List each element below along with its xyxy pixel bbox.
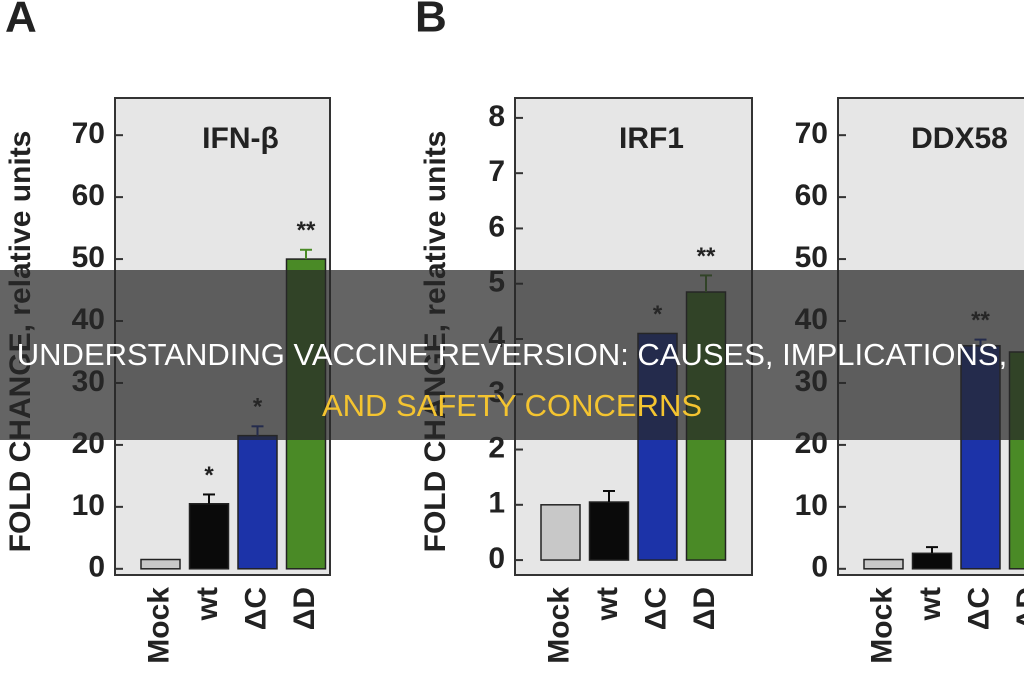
chart-title: DDX58	[911, 122, 1008, 155]
x-tick-label: ΔD	[1011, 587, 1024, 630]
significance-mark: **	[297, 217, 316, 244]
banner-background	[0, 270, 1024, 440]
y-tick-label: 7	[488, 155, 505, 188]
x-tick-label: wt	[914, 587, 947, 621]
x-tick-label: ΔC	[239, 587, 272, 630]
y-tick-label: 70	[72, 117, 105, 150]
y-tick-label: 6	[488, 210, 505, 243]
bar	[588, 501, 630, 561]
significance-mark: **	[697, 243, 716, 270]
x-tick-label: wt	[191, 587, 224, 621]
y-tick-label: 0	[488, 542, 505, 575]
y-tick-label: 10	[72, 489, 105, 522]
bar	[863, 558, 904, 570]
y-tick-label: 10	[795, 489, 828, 522]
y-tick-label: 1	[488, 487, 505, 520]
x-tick-label: ΔC	[962, 587, 995, 630]
x-tick-label: Mock	[542, 587, 575, 664]
x-tick-label: ΔC	[639, 587, 672, 630]
bar	[540, 504, 581, 561]
y-tick-label: 8	[488, 100, 505, 133]
bar	[237, 434, 278, 570]
x-tick-label: wt	[591, 587, 624, 621]
bar	[140, 558, 181, 570]
y-tick-label: 0	[88, 551, 105, 584]
y-tick-label: 60	[795, 179, 828, 212]
x-tick-label: ΔD	[288, 587, 321, 630]
significance-mark: *	[204, 462, 214, 489]
x-tick-label: Mock	[865, 587, 898, 664]
y-tick-label: 0	[811, 551, 828, 584]
bar	[188, 503, 230, 570]
y-tick-label: 70	[795, 117, 828, 150]
banner-title: AND SAFETY CONCERNS	[322, 388, 702, 423]
y-tick-label: 60	[72, 179, 105, 212]
banner-title: UNDERSTANDING VACCINE REVERSION: CAUSES,…	[17, 337, 1007, 372]
chart-title: IFN-β	[202, 122, 279, 155]
chart-title: IRF1	[619, 122, 684, 155]
panel-letter: A	[5, 0, 37, 42]
y-tick-label: 50	[795, 241, 828, 274]
y-tick-label: 50	[72, 241, 105, 274]
bar	[911, 552, 953, 570]
x-tick-label: Mock	[142, 587, 175, 664]
x-tick-label: ΔD	[688, 587, 721, 630]
panel-letter: B	[415, 0, 447, 42]
